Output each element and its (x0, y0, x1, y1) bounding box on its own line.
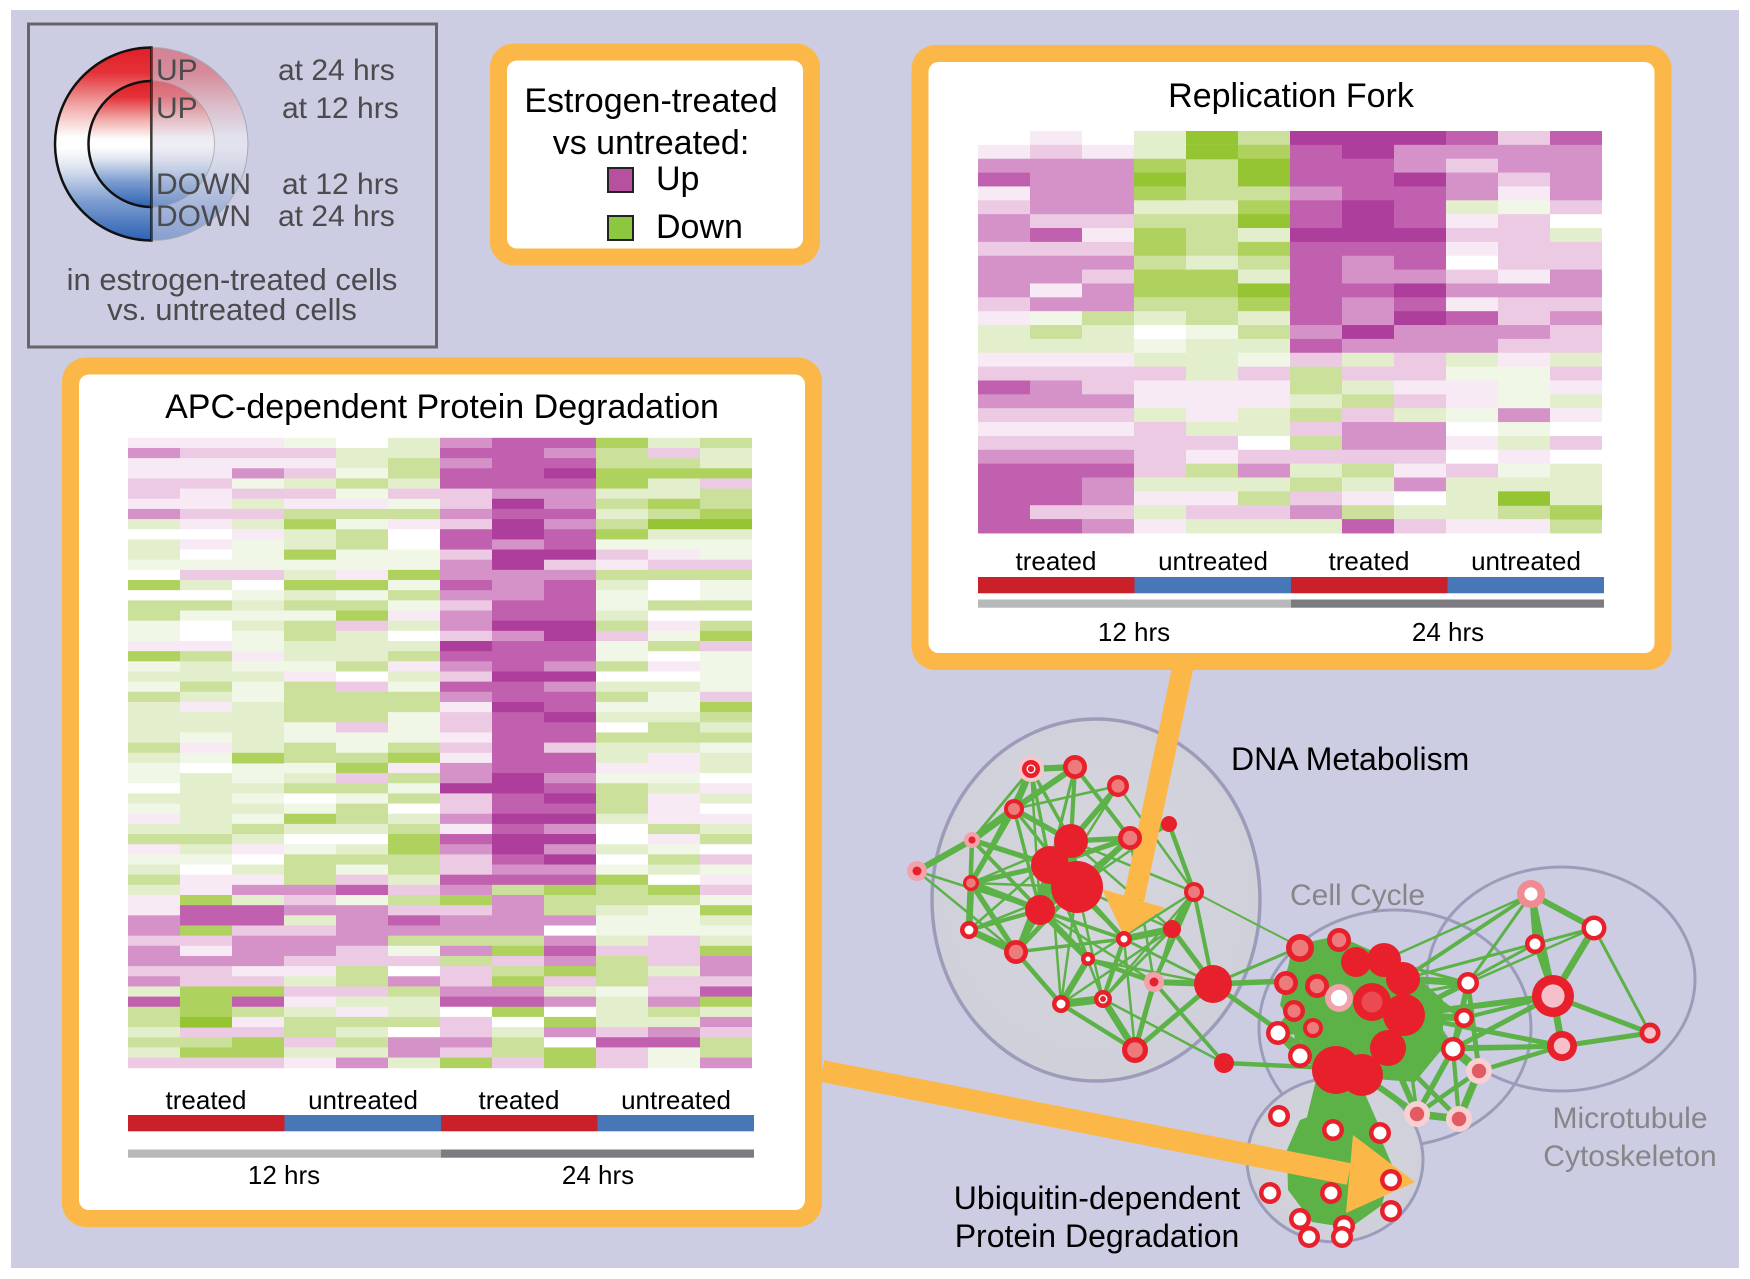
svg-text:12 hrs: 12 hrs (1098, 617, 1170, 647)
svg-text:24 hrs: 24 hrs (1412, 617, 1484, 647)
svg-text:DNA Metabolism: DNA Metabolism (1231, 741, 1469, 777)
svg-text:24 hrs: 24 hrs (562, 1160, 634, 1190)
svg-text:UP: UP (156, 54, 198, 87)
svg-text:treated: treated (166, 1085, 247, 1115)
svg-text:at 24 hrs: at 24 hrs (278, 54, 395, 87)
svg-text:untreated: untreated (1471, 546, 1581, 576)
svg-text:Estrogen-treated: Estrogen-treated (524, 82, 777, 120)
svg-text:Microtubule: Microtubule (1552, 1102, 1707, 1135)
svg-text:at 24 hrs: at 24 hrs (278, 200, 395, 233)
svg-text:vs untreated:: vs untreated: (553, 124, 750, 162)
svg-text:treated: treated (479, 1085, 560, 1115)
svg-text:vs. untreated cells: vs. untreated cells (107, 292, 357, 327)
svg-text:DOWN: DOWN (156, 200, 251, 233)
svg-text:at 12 hrs: at 12 hrs (282, 92, 399, 125)
svg-text:UP: UP (156, 92, 198, 125)
svg-text:untreated: untreated (308, 1085, 418, 1115)
svg-text:untreated: untreated (621, 1085, 731, 1115)
svg-text:Cytoskeleton: Cytoskeleton (1543, 1140, 1716, 1173)
svg-text:treated: treated (1329, 546, 1410, 576)
svg-text:Up: Up (656, 160, 699, 198)
svg-text:APC-dependent Protein Degradat: APC-dependent Protein Degradation (165, 388, 719, 426)
svg-text:DOWN: DOWN (156, 168, 251, 201)
svg-text:Protein Degradation: Protein Degradation (955, 1218, 1240, 1254)
svg-text:untreated: untreated (1158, 546, 1268, 576)
svg-text:12 hrs: 12 hrs (248, 1160, 320, 1190)
svg-text:Down: Down (656, 208, 743, 246)
svg-text:Ubiquitin-dependent: Ubiquitin-dependent (954, 1180, 1241, 1216)
svg-text:at 12 hrs: at 12 hrs (282, 168, 399, 201)
svg-text:in estrogen-treated cells: in estrogen-treated cells (67, 262, 398, 297)
svg-text:Cell Cycle: Cell Cycle (1290, 879, 1425, 912)
svg-text:treated: treated (1016, 546, 1097, 576)
svg-text:Replication Fork: Replication Fork (1168, 77, 1415, 115)
